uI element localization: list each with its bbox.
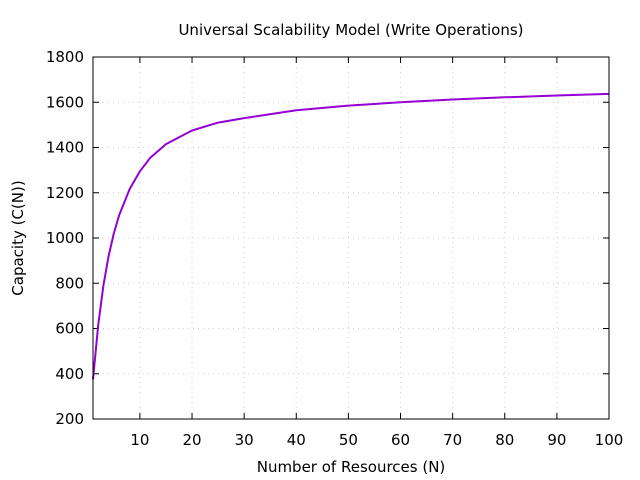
x-tick-label: 60 <box>391 431 410 449</box>
axis-ticks: 10 20 30 40 50 60 70 80 90 100 200 400 600 800 1000 120… <box>46 48 624 449</box>
y-tick-label: 800 <box>55 274 84 292</box>
y-tick-label: 200 <box>55 410 84 428</box>
series-layer <box>92 92 610 380</box>
y-tick-label: 600 <box>55 320 84 338</box>
y-axis-label: Capacity (C(N)) <box>9 180 27 295</box>
x-tick-label: 90 <box>547 431 566 449</box>
x-tick-label: 50 <box>339 431 358 449</box>
y-tick-label: 1800 <box>46 48 84 66</box>
x-tick-label: 30 <box>235 431 254 449</box>
chart-title: Universal Scalability Model (Write Opera… <box>178 21 523 39</box>
x-tick-label: 100 <box>595 431 624 449</box>
x-tick-label: 10 <box>130 431 149 449</box>
y-tick-label: 1200 <box>46 184 84 202</box>
grid <box>93 57 609 419</box>
y-tick-label: 400 <box>55 365 84 383</box>
y-tick-label: 1600 <box>46 93 84 111</box>
x-tick-label: 20 <box>182 431 201 449</box>
x-tick-label: 70 <box>443 431 462 449</box>
x-tick-label: 80 <box>495 431 514 449</box>
series-line <box>92 92 610 380</box>
y-tick-label: 1000 <box>46 229 84 247</box>
y-tick-label: 1400 <box>46 139 84 157</box>
plot-frame <box>92 56 610 420</box>
x-axis-label: Number of Resources (N) <box>257 458 446 476</box>
x-tick-label: 40 <box>287 431 306 449</box>
